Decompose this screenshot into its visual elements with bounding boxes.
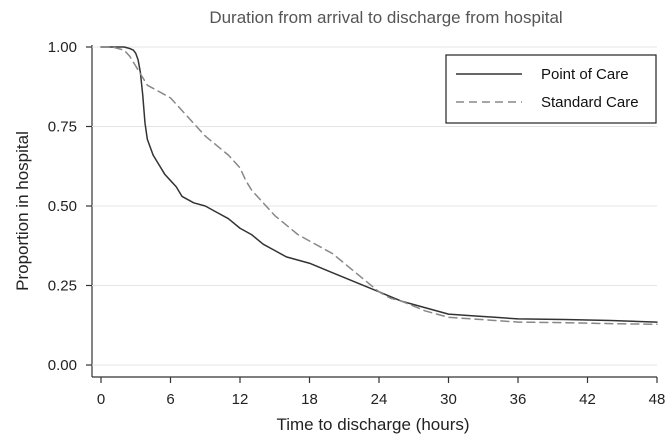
x-tick-label-2: 12 xyxy=(232,391,249,408)
y-tick-label-4: 1.00 xyxy=(48,39,77,56)
legend: Point of Care Standard Care xyxy=(445,54,657,124)
grid-layer xyxy=(92,46,657,366)
x-tick-label-7: 42 xyxy=(579,391,596,408)
x-tick-label-3: 18 xyxy=(301,391,318,408)
x-tick-label-1: 6 xyxy=(166,391,174,408)
legend-label-standard-care: Standard Care xyxy=(541,94,639,111)
x-axis-title: Time to discharge (hours) xyxy=(276,415,469,434)
y-tick-label-0: 0.00 xyxy=(48,357,77,374)
x-tick-label-4: 24 xyxy=(371,391,388,408)
legend-frame xyxy=(445,54,657,124)
ticks-layer: 0.00 0.25 0.50 0.75 1.00 0 6 12 18 24 30 36 42 48 xyxy=(48,39,666,408)
series-layer xyxy=(100,46,658,326)
y-tick-label-1: 0.25 xyxy=(48,278,77,295)
legend-label-point-of-care: Point of Care xyxy=(541,66,629,83)
series-line-point-of-care xyxy=(100,46,658,323)
x-tick-label-8: 48 xyxy=(649,391,666,408)
x-tick-label-5: 30 xyxy=(440,391,457,408)
chart-title: Duration from arrival to discharge from … xyxy=(209,8,562,27)
y-tick-label-2: 0.50 xyxy=(48,198,77,215)
y-axis-title: Proportion in hospital xyxy=(13,131,32,291)
y-tick-label-3: 0.75 xyxy=(48,119,77,136)
x-tick-label-0: 0 xyxy=(97,391,105,408)
x-tick-label-6: 36 xyxy=(510,391,527,408)
series-line-standard-care xyxy=(100,46,658,326)
